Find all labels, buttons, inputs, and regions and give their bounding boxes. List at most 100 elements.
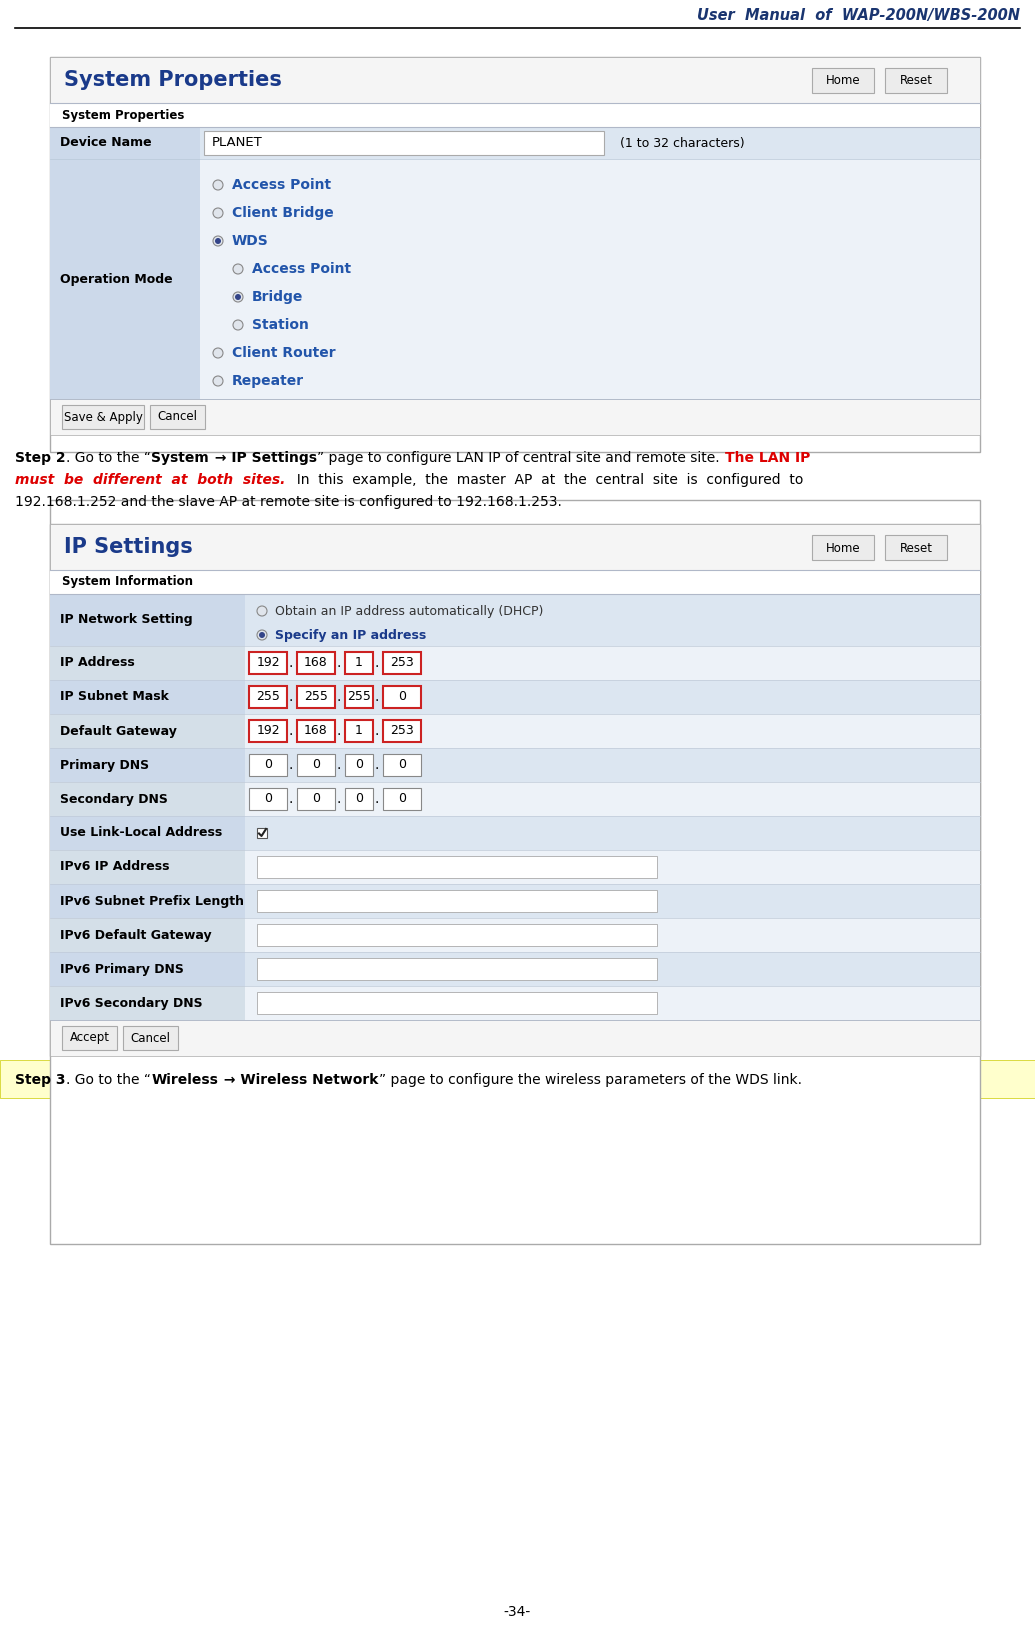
- Text: .: .: [289, 656, 293, 671]
- Bar: [249, 720, 287, 743]
- Bar: [50, 594, 245, 646]
- Text: Step 3: Step 3: [14, 1072, 65, 1087]
- Text: must  be  different  at  both  sites.: must be different at both sites.: [14, 473, 286, 486]
- Bar: [50, 885, 245, 917]
- Text: Specify an IP address: Specify an IP address: [275, 628, 426, 641]
- Text: 255: 255: [304, 690, 328, 703]
- Bar: [150, 405, 205, 429]
- Bar: [257, 857, 657, 878]
- Text: Bridge: Bridge: [252, 290, 303, 304]
- Text: 253: 253: [390, 725, 414, 738]
- Text: .: .: [289, 690, 293, 703]
- Bar: [345, 788, 373, 809]
- Text: .: .: [375, 690, 379, 703]
- Bar: [257, 958, 657, 979]
- Circle shape: [233, 292, 243, 302]
- Bar: [297, 720, 335, 743]
- Bar: [345, 754, 373, 775]
- Bar: [257, 827, 267, 837]
- Bar: [50, 816, 980, 850]
- Text: Accept: Accept: [69, 1031, 110, 1044]
- Text: Station: Station: [252, 318, 308, 331]
- Bar: [50, 850, 245, 885]
- Bar: [50, 127, 980, 158]
- Text: System Information: System Information: [62, 576, 193, 589]
- Text: .: .: [375, 792, 379, 806]
- Text: Use Link-Local Address: Use Link-Local Address: [60, 826, 223, 839]
- Text: 1: 1: [355, 725, 363, 738]
- Text: Secondary DNS: Secondary DNS: [60, 793, 168, 806]
- Text: Home: Home: [826, 75, 860, 88]
- Text: Device Name: Device Name: [60, 137, 151, 150]
- Bar: [62, 1027, 117, 1049]
- Bar: [50, 715, 980, 747]
- Text: IP Network Setting: IP Network Setting: [60, 614, 193, 627]
- Text: 0: 0: [398, 690, 406, 703]
- Text: 0: 0: [398, 793, 406, 806]
- Text: 255: 255: [347, 690, 371, 703]
- Text: IPv6 Default Gateway: IPv6 Default Gateway: [60, 929, 211, 942]
- Bar: [50, 782, 245, 816]
- Text: User  Manual  of  WAP-200N/WBS-200N: User Manual of WAP-200N/WBS-200N: [697, 8, 1021, 23]
- Circle shape: [213, 237, 223, 246]
- Text: Default Gateway: Default Gateway: [60, 725, 177, 738]
- Bar: [812, 535, 874, 560]
- Bar: [297, 685, 335, 708]
- Bar: [204, 131, 604, 155]
- Text: .: .: [336, 690, 342, 703]
- Text: .: .: [289, 792, 293, 806]
- Bar: [50, 951, 980, 986]
- Text: 0: 0: [264, 793, 272, 806]
- Text: → Wireless Network: → Wireless Network: [219, 1072, 379, 1087]
- Text: PLANET: PLANET: [212, 137, 263, 150]
- Bar: [50, 524, 980, 1244]
- Text: -34-: -34-: [504, 1604, 531, 1619]
- Text: IP Address: IP Address: [60, 656, 135, 669]
- Bar: [0, 1061, 1035, 1098]
- Bar: [383, 685, 421, 708]
- Text: .: .: [336, 792, 342, 806]
- Bar: [885, 69, 947, 93]
- Text: Wireless: Wireless: [152, 1072, 218, 1087]
- Text: 0: 0: [355, 793, 363, 806]
- Bar: [50, 57, 980, 452]
- Bar: [50, 951, 245, 986]
- Text: Reset: Reset: [899, 75, 933, 88]
- Bar: [50, 747, 245, 782]
- Text: Cancel: Cancel: [130, 1031, 171, 1044]
- Text: Client Router: Client Router: [232, 346, 335, 361]
- Bar: [50, 986, 245, 1020]
- Bar: [50, 158, 200, 398]
- Text: 1: 1: [355, 656, 363, 669]
- Bar: [50, 715, 245, 747]
- Bar: [50, 398, 980, 436]
- Circle shape: [213, 375, 223, 387]
- Bar: [297, 653, 335, 674]
- Bar: [50, 782, 980, 816]
- Text: .: .: [375, 656, 379, 671]
- Bar: [50, 747, 980, 782]
- Bar: [383, 720, 421, 743]
- Text: IPv6 IP Address: IPv6 IP Address: [60, 860, 170, 873]
- Text: ” page to configure the wireless parameters of the WDS link.: ” page to configure the wireless paramet…: [379, 1072, 802, 1087]
- Text: 192: 192: [257, 725, 279, 738]
- Text: → IP Settings: → IP Settings: [210, 450, 317, 465]
- Text: 0: 0: [264, 759, 272, 772]
- Circle shape: [233, 320, 243, 330]
- Bar: [50, 499, 980, 1056]
- Text: In  this  example,  the  master  AP  at  the  central  site  is  configured  to: In this example, the master AP at the ce…: [288, 473, 803, 486]
- Text: .: .: [336, 656, 342, 671]
- Text: .: .: [375, 725, 379, 738]
- Text: IP Settings: IP Settings: [64, 537, 193, 557]
- Bar: [50, 646, 980, 681]
- Bar: [50, 524, 980, 570]
- Text: Cancel: Cancel: [157, 411, 198, 423]
- Text: Operation Mode: Operation Mode: [60, 273, 173, 286]
- Text: . Go to the “: . Go to the “: [66, 1072, 151, 1087]
- Text: Repeater: Repeater: [232, 374, 304, 388]
- Bar: [50, 1020, 980, 1056]
- Text: 168: 168: [304, 656, 328, 669]
- Bar: [50, 986, 980, 1020]
- Circle shape: [235, 294, 241, 300]
- Bar: [50, 917, 980, 951]
